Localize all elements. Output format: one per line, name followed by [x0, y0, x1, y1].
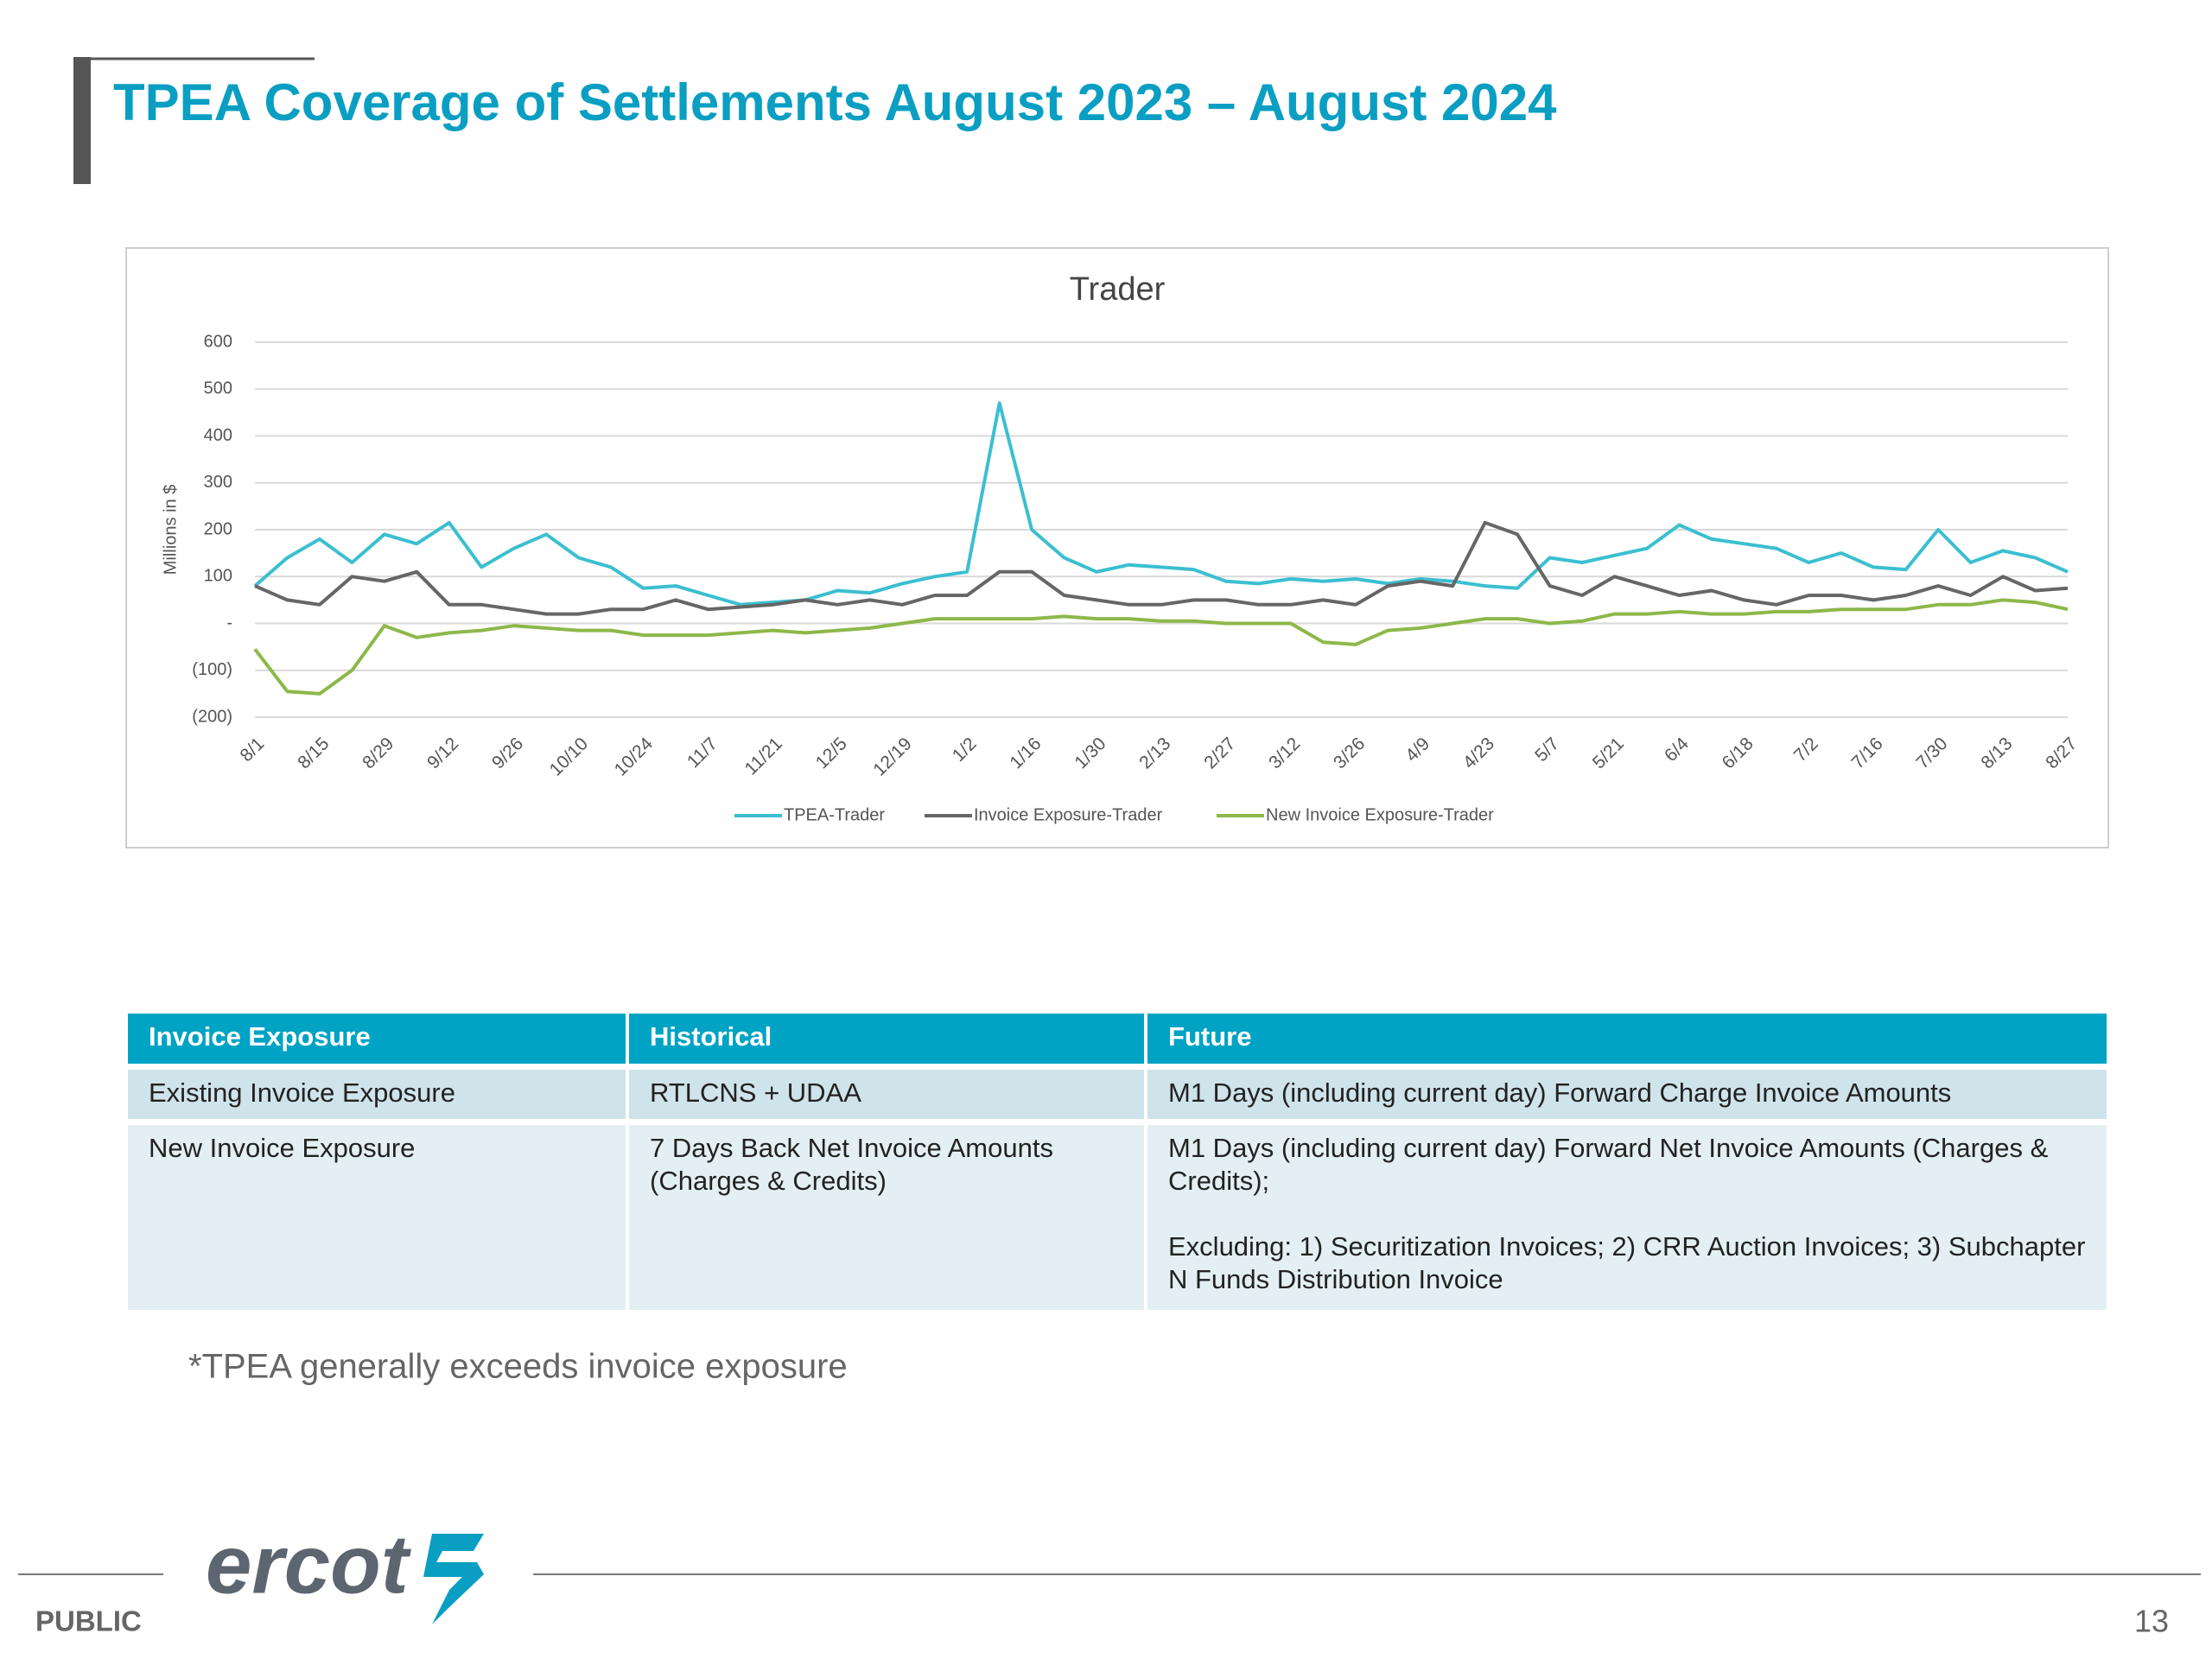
y-tick-label: 200 — [204, 519, 232, 538]
legend-label: New Invoice Exposure-Trader — [1266, 805, 1494, 824]
table-cell: Existing Invoice Exposure — [128, 1070, 626, 1119]
logo-mark — [423, 1534, 484, 1624]
y-tick-label: 400 — [204, 426, 232, 445]
cell-paragraph: M1 Days (including current day) Forward … — [1168, 1133, 2049, 1196]
legend-label: Invoice Exposure-Trader — [974, 805, 1163, 824]
cell-paragraph: Excluding: 1) Securitization Invoices; 2… — [1168, 1231, 2086, 1294]
y-tick-label: - — [226, 613, 232, 632]
series-line — [253, 598, 2069, 696]
classification: PUBLIC — [35, 1605, 142, 1637]
table-cell: M1 Days (including current day) Forward … — [1147, 1070, 2107, 1119]
table-cell: M1 Days (including current day) Forward … — [1147, 1125, 2107, 1310]
footnote: *TPEA generally exceeds invoice exposure — [188, 1348, 848, 1386]
table-header: Invoice Exposure Historical Future — [128, 1014, 2107, 1064]
y-tick-label: 300 — [204, 473, 232, 492]
y-tick-label: 500 — [204, 379, 232, 398]
header-cell: Invoice Exposure — [128, 1014, 626, 1064]
y-axis-label: Millions in $ — [161, 485, 180, 575]
series-line — [253, 401, 2069, 607]
header-cell: Historical — [629, 1014, 1144, 1064]
y-tick-label: 100 — [204, 567, 232, 586]
logo-text: ercot — [206, 1518, 412, 1611]
table-cell: 7 Days Back Net Invoice Amounts (Charges… — [629, 1125, 1144, 1310]
table-row: New Invoice Exposure 7 Days Back Net Inv… — [128, 1125, 2107, 1310]
table-row: Existing Invoice Exposure RTLCNS + UDAA … — [128, 1070, 2107, 1119]
table-cell: RTLCNS + UDAA — [629, 1070, 1144, 1119]
y-tick-label: (200) — [192, 707, 232, 726]
series-line — [254, 520, 2069, 616]
y-tick-label: 600 — [204, 332, 232, 351]
header-cell: Future — [1147, 1014, 2107, 1064]
chart-title: Trader — [1070, 271, 1166, 308]
slide-title: TPEA Coverage of Settlements August 2023… — [113, 73, 1557, 131]
table-cell: New Invoice Exposure — [128, 1125, 626, 1310]
exposure-table: Invoice Exposure Historical Future Exist… — [128, 1014, 2107, 1316]
y-tick-label: (100) — [192, 660, 232, 679]
page-number: 13 — [2134, 1604, 2169, 1639]
legend-label: TPEA-Trader — [784, 805, 885, 824]
title-bar — [73, 57, 91, 184]
